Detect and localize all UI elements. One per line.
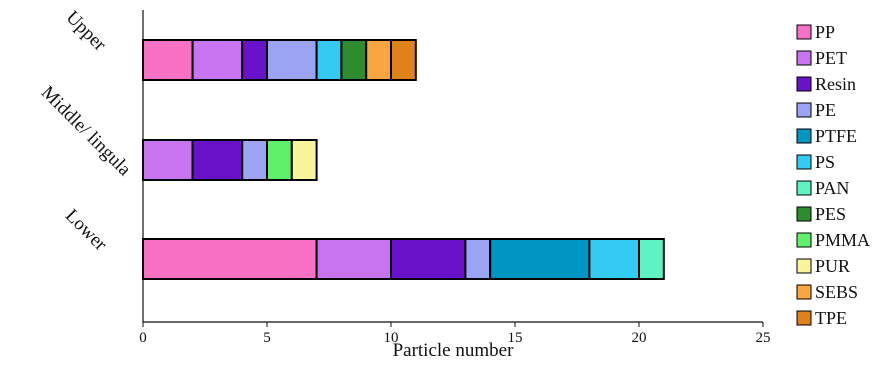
bar-segment-upper-sebs <box>365 39 393 81</box>
bar-segment-middle-lingula-pur <box>290 139 318 181</box>
legend-swatch-ptfe <box>796 128 812 144</box>
x-tick-label: 0 <box>139 330 147 346</box>
bar-segment-lower-pp <box>142 238 318 280</box>
legend-swatch-pmma <box>796 232 812 248</box>
x-tick-labels: 0 5 10 15 20 25 <box>139 322 771 346</box>
legend-swatch-resin <box>796 76 812 92</box>
bar-segment-middle-lingula-resin <box>191 139 244 181</box>
legend-swatch-tpe <box>796 310 812 326</box>
legend-label-pan: PAN <box>815 178 849 198</box>
category-label-middle-lingula: Middle/ lingula <box>37 82 135 180</box>
axes <box>142 10 763 323</box>
bar-segment-upper-pet <box>191 39 244 81</box>
bar-segment-middle-lingula-pet <box>142 139 194 181</box>
x-axis-label: Particle number <box>393 340 514 361</box>
legend-swatch-pet <box>796 50 812 66</box>
legend-swatch-ps <box>796 154 812 170</box>
legend: PP PET Resin PE PTFE PS PAN PES PMMA PUR SEBS TPE <box>796 22 870 328</box>
legend-label-ptfe: PTFE <box>815 126 857 146</box>
legend-swatch-pes <box>796 206 812 222</box>
x-tick-label: 20 <box>632 330 647 346</box>
legend-label-pet: PET <box>815 48 847 68</box>
bar-segment-lower-resin <box>390 238 467 280</box>
bar-segment-upper-tpe <box>390 39 417 81</box>
legend-swatch-pur <box>796 258 812 274</box>
legend-label-sebs: SEBS <box>815 282 858 302</box>
category-labels: Upper Middle/ lingula Lower <box>37 7 135 256</box>
category-label-lower: Lower <box>61 205 111 255</box>
bar-segment-upper-resin <box>241 39 268 81</box>
legend-label-pmma: PMMA <box>815 230 870 250</box>
legend-label-pp: PP <box>815 22 835 42</box>
legend-label-tpe: TPE <box>815 308 847 328</box>
bar-segment-upper-pp <box>142 39 194 81</box>
x-tick-label: 10 <box>384 330 399 346</box>
bar-segment-lower-ptfe <box>489 238 591 280</box>
bars <box>142 39 665 280</box>
x-tick-label: 25 <box>756 330 771 346</box>
legend-label-resin: Resin <box>815 74 856 94</box>
legend-swatch-sebs <box>796 284 812 300</box>
x-tick-label: 15 <box>508 330 523 346</box>
legend-label-ps: PS <box>815 152 835 172</box>
legend-label-pe: PE <box>815 100 836 120</box>
legend-label-pur: PUR <box>815 256 850 276</box>
bar-segment-lower-pan <box>638 238 665 280</box>
bar-segment-upper-pe <box>266 39 318 81</box>
category-label-upper: Upper <box>62 7 111 56</box>
legend-swatch-pe <box>796 102 812 118</box>
bar-segment-middle-lingula-pe <box>241 139 268 181</box>
bar-segment-lower-ps <box>588 238 641 280</box>
legend-swatch-pan <box>796 180 812 196</box>
bar-segment-upper-pes <box>340 39 368 81</box>
bar-segment-middle-lingula-pmma <box>266 139 293 181</box>
x-tick-label: 5 <box>263 330 271 346</box>
bar-segment-lower-pe <box>464 238 492 280</box>
bar-segment-upper-ps <box>315 39 343 81</box>
legend-swatch-pp <box>796 24 812 40</box>
legend-label-pes: PES <box>815 204 846 224</box>
bar-segment-lower-pet <box>315 238 393 280</box>
